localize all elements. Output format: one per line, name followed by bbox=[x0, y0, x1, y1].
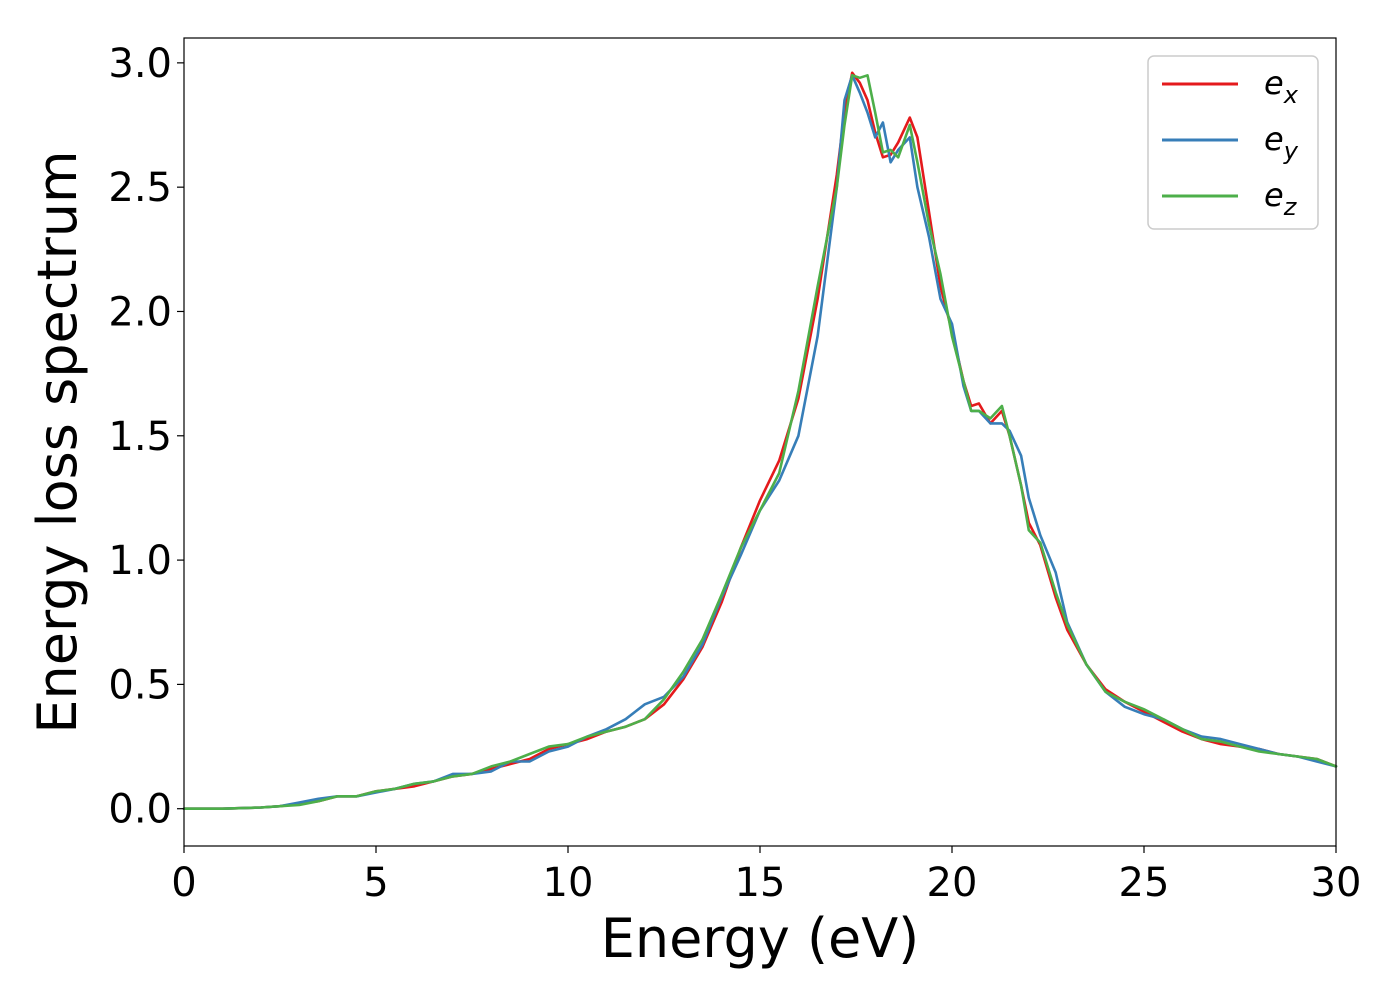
y-tick-label: 1.5 bbox=[108, 414, 172, 460]
y-tick-label: 2.0 bbox=[108, 289, 172, 335]
x-tick-label: 0 bbox=[171, 860, 196, 906]
y-axis-ticks: 0.0 0.5 1.0 1.5 2.0 2.5 3.0 bbox=[108, 41, 184, 833]
legend-label-z: ez bbox=[1264, 176, 1298, 221]
x-tick-label: 20 bbox=[927, 860, 978, 906]
y-tick-label: 0.0 bbox=[108, 787, 172, 833]
x-tick-label: 25 bbox=[1119, 860, 1170, 906]
y-tick-label: 0.5 bbox=[108, 662, 172, 708]
legend-label-y: ey bbox=[1264, 120, 1299, 165]
y-tick-label: 1.0 bbox=[108, 538, 172, 584]
x-tick-label: 30 bbox=[1311, 860, 1362, 906]
x-axis-title: Energy (eV) bbox=[601, 907, 920, 970]
legend-box bbox=[1147, 55, 1319, 230]
x-tick-label: 5 bbox=[363, 860, 388, 906]
y-tick-label: 3.0 bbox=[108, 41, 172, 87]
x-tick-label: 15 bbox=[735, 860, 786, 906]
series-line-z bbox=[182, 74, 1338, 811]
x-axis-ticks: 0 5 10 15 20 25 30 bbox=[171, 846, 1361, 906]
y-axis-title: Energy loss spectrum bbox=[26, 150, 89, 733]
legend-label-x: ex bbox=[1264, 64, 1299, 109]
legend: ex ey ez bbox=[1147, 55, 1319, 230]
series-line-y bbox=[182, 74, 1338, 811]
series-lines bbox=[182, 71, 1338, 811]
x-tick-label: 10 bbox=[543, 860, 594, 906]
y-tick-label: 2.5 bbox=[108, 165, 172, 211]
